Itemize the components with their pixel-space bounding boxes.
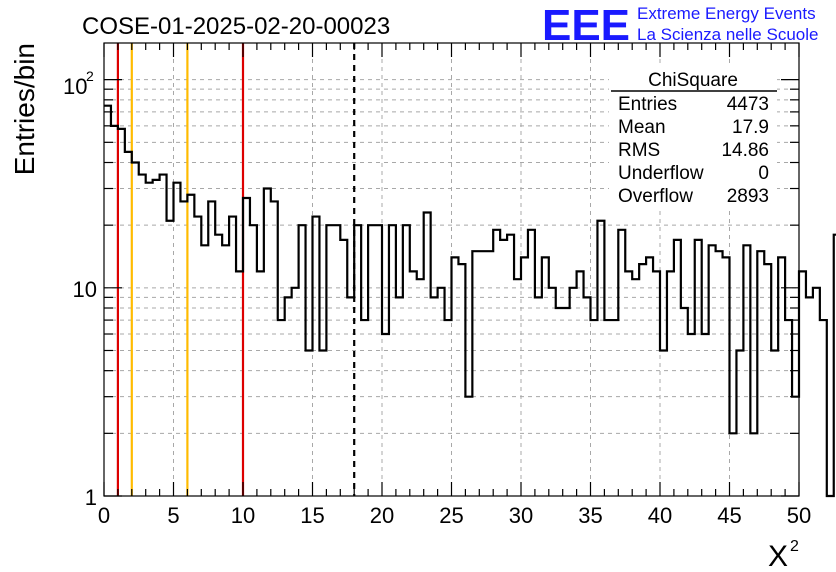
x-tick-label: 40 (648, 503, 672, 528)
logo-line-1: Extreme Energy Events (637, 4, 816, 23)
logo-mark: EEE (542, 1, 630, 50)
y-tick-labels: 10 2 10 1 (63, 68, 97, 510)
stats-value-underflow: 0 (758, 163, 769, 184)
y-tick-label-top-base: 10 (63, 74, 87, 99)
x-tick-label: 15 (300, 503, 324, 528)
x-axis-label: X 2 (768, 538, 799, 572)
stats-value-rms: 14.86 (721, 140, 769, 161)
x-tick-label: 20 (370, 503, 394, 528)
x-tick-label: 30 (509, 503, 533, 528)
stats-label-mean: Mean (618, 117, 666, 138)
stats-value-entries: 4473 (727, 94, 769, 115)
stats-box-title: ChiSquare (648, 70, 738, 91)
x-tick-label: 35 (578, 503, 602, 528)
y-tick-label-top-exp: 2 (86, 68, 94, 84)
x-tick-label: 45 (717, 503, 741, 528)
eee-logo: EEE Extreme Energy Events La Scienza nel… (542, 1, 818, 50)
x-tick-label: 25 (439, 503, 463, 528)
plot-frame (103, 42, 800, 497)
stats-value-overflow: 2893 (727, 186, 769, 207)
x-tick-labels: 0 5 10 15 20 25 30 35 40 45 50 (98, 503, 811, 528)
x-tick-label: 50 (787, 503, 811, 528)
logo-line-2: La Scienza nelle Scuole (637, 25, 818, 44)
stats-label-rms: RMS (618, 140, 660, 161)
stats-label-entries: Entries (618, 94, 677, 115)
x-axis-label-sup: 2 (790, 538, 799, 555)
x-tick-label: 5 (167, 503, 179, 528)
y-tick-label-1: 1 (85, 485, 97, 510)
x-tick-label: 0 (98, 503, 110, 528)
stats-label-underflow: Underflow (618, 163, 704, 184)
chart-title: COSE-01-2025-02-20-00023 (82, 13, 390, 40)
x-tick-label: 10 (231, 503, 255, 528)
stats-box: ChiSquare Entries 4473 Mean 17.9 RMS 14.… (609, 66, 777, 208)
stats-box-background (609, 66, 777, 208)
histogram-series (104, 104, 836, 498)
stats-value-mean: 17.9 (732, 117, 769, 138)
y-tick-label-10: 10 (73, 277, 97, 302)
x-axis-label-base: X (768, 540, 788, 572)
stats-label-overflow: Overflow (618, 186, 693, 207)
y-axis-label: Entries/bin (9, 43, 40, 175)
